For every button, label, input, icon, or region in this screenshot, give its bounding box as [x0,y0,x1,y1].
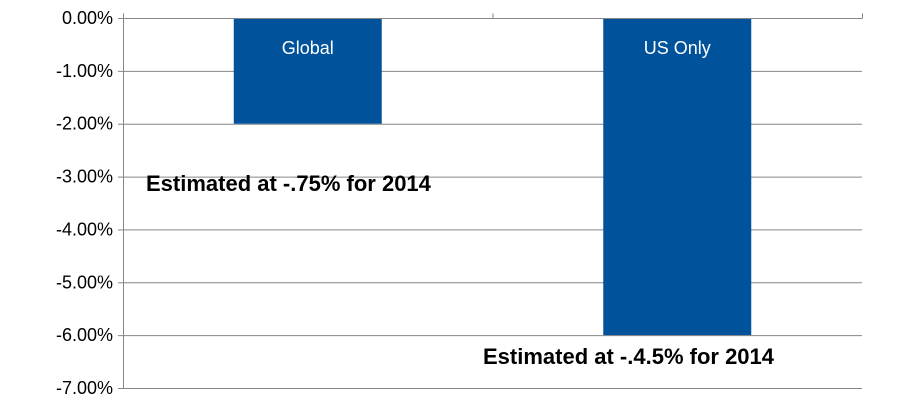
annotations: Estimated at -.75% for 2014 Estimated at … [146,171,775,369]
annotation-label: Estimated at -.75% for 2014 [146,171,432,196]
y-tick-label: -5.00% [56,272,113,292]
category-label: Global [282,38,334,58]
y-tick-label: -1.00% [56,61,113,81]
bar-labels: Global US Only [282,38,711,58]
bar [603,18,752,336]
bars [233,18,752,336]
annotation-label: Estimated at -.4.5% for 2014 [483,344,775,369]
y-tick-label: -7.00% [56,378,113,397]
category-label: US Only [644,38,711,58]
gridlines [123,70,862,389]
y-tick-label: -2.00% [56,114,113,134]
bar [233,18,382,124]
y-tick-labels: 0.00% -1.00% -2.00% -3.00% -4.00% -5.00% -6.00… [56,8,113,397]
y-tick-label: -3.00% [56,167,113,187]
y-tick-label: -6.00% [56,325,113,345]
y-tick-label: -4.00% [56,219,113,239]
axes [118,13,863,389]
y-tick-label: 0.00% [62,8,113,28]
